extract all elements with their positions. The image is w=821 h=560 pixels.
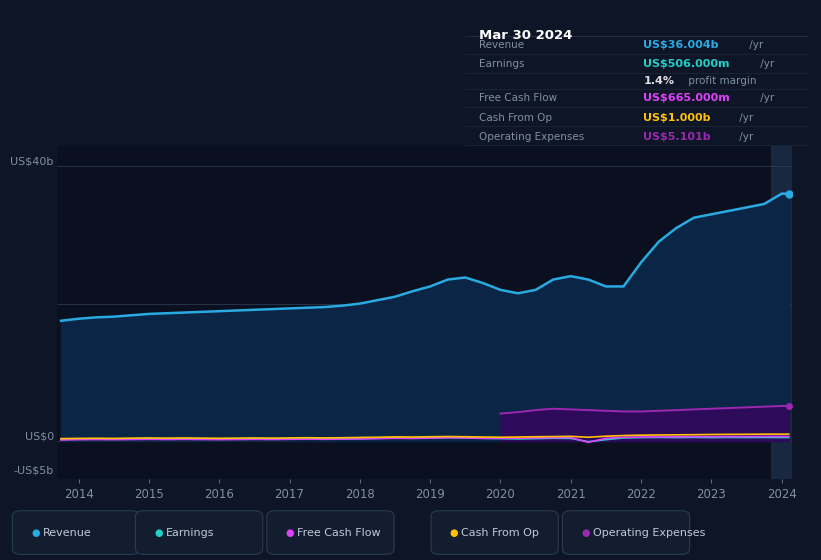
Text: Earnings: Earnings bbox=[479, 59, 525, 69]
Text: /yr: /yr bbox=[756, 94, 774, 104]
Text: /yr: /yr bbox=[736, 132, 753, 142]
Text: ●: ● bbox=[581, 528, 589, 538]
Text: ●: ● bbox=[450, 528, 458, 538]
Text: ●: ● bbox=[286, 528, 294, 538]
Text: Operating Expenses: Operating Expenses bbox=[593, 528, 705, 538]
Text: Cash From Op: Cash From Op bbox=[479, 113, 552, 123]
Text: US$40b: US$40b bbox=[11, 156, 54, 166]
Text: US$5.101b: US$5.101b bbox=[644, 132, 711, 142]
Text: /yr: /yr bbox=[746, 40, 764, 50]
Text: /yr: /yr bbox=[736, 113, 753, 123]
Text: US$36.004b: US$36.004b bbox=[644, 40, 719, 50]
Text: -US$5b: -US$5b bbox=[13, 465, 54, 475]
Text: profit margin: profit margin bbox=[685, 76, 756, 86]
Text: Revenue: Revenue bbox=[479, 40, 524, 50]
Text: Cash From Op: Cash From Op bbox=[461, 528, 539, 538]
Bar bbox=[771, 146, 792, 479]
Text: Earnings: Earnings bbox=[166, 528, 214, 538]
Text: 1.4%: 1.4% bbox=[644, 76, 674, 86]
Text: Revenue: Revenue bbox=[43, 528, 91, 538]
Text: ●: ● bbox=[31, 528, 39, 538]
Text: US$0: US$0 bbox=[25, 431, 54, 441]
Text: US$506.000m: US$506.000m bbox=[644, 59, 730, 69]
Text: US$1.000b: US$1.000b bbox=[644, 113, 711, 123]
Text: ●: ● bbox=[154, 528, 163, 538]
Text: /yr: /yr bbox=[756, 59, 774, 69]
Text: Free Cash Flow: Free Cash Flow bbox=[297, 528, 381, 538]
Text: Mar 30 2024: Mar 30 2024 bbox=[479, 29, 572, 42]
Text: Free Cash Flow: Free Cash Flow bbox=[479, 94, 557, 104]
Text: US$665.000m: US$665.000m bbox=[644, 94, 730, 104]
Text: Operating Expenses: Operating Expenses bbox=[479, 132, 584, 142]
